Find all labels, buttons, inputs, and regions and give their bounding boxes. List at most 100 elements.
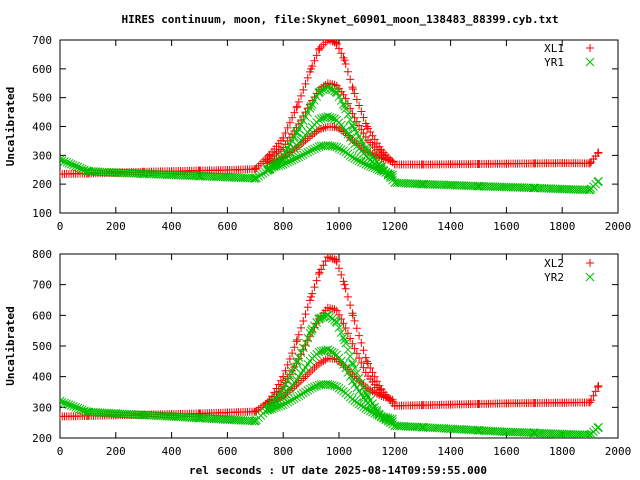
data-point: [285, 156, 295, 166]
data-point: [294, 124, 304, 134]
data-point: [69, 401, 78, 411]
data-point: [279, 134, 288, 143]
data-point: [355, 354, 364, 363]
data-point: [557, 184, 567, 194]
data-point: [335, 44, 343, 53]
data-point: [513, 183, 522, 192]
data-point: [283, 157, 293, 167]
data-point: [594, 381, 603, 390]
x-tick-label: 2000: [605, 445, 632, 458]
data-point: [294, 97, 303, 106]
data-point: [274, 402, 284, 411]
data-point: [299, 345, 308, 354]
legend-marker: [585, 57, 595, 67]
data-point: [339, 277, 348, 286]
data-point: [303, 333, 313, 343]
data-point: [307, 145, 317, 155]
data-point: [359, 346, 368, 355]
data-point: [368, 131, 377, 140]
data-point: [361, 353, 370, 362]
data-point: [564, 184, 574, 194]
data-point: [290, 108, 299, 117]
data-point: [296, 151, 306, 161]
data-point: [346, 301, 355, 310]
data-point: [510, 427, 520, 437]
data-point: [356, 378, 366, 388]
y-tick-label: 600: [32, 309, 52, 322]
data-point: [303, 303, 312, 312]
x-tick-label: 1200: [382, 220, 409, 233]
data-point: [293, 335, 302, 344]
data-point: [77, 164, 87, 174]
data-point: [250, 165, 259, 174]
data-point: [298, 150, 308, 159]
data-point: [325, 346, 335, 356]
data-point: [281, 128, 290, 137]
data-point: [564, 429, 574, 438]
data-point: [312, 51, 321, 60]
data-point: [298, 116, 308, 126]
data-point: [294, 353, 304, 363]
data-point: [506, 427, 516, 437]
data-point: [575, 185, 585, 194]
data-point: [332, 257, 341, 266]
x-tick-label: 400: [162, 220, 182, 233]
data-point: [426, 180, 435, 189]
data-point: [323, 40, 332, 44]
data-point: [388, 395, 397, 404]
x-tick-label: 600: [217, 445, 237, 458]
data-point: [348, 83, 357, 92]
data-point: [332, 142, 342, 152]
x-tick-label: 800: [273, 445, 293, 458]
data-point: [560, 184, 569, 194]
data-point: [339, 319, 348, 328]
data-point: [562, 429, 572, 438]
x-tick-label: 400: [162, 445, 182, 458]
data-point: [352, 349, 361, 358]
series-xl1: [60, 40, 603, 179]
data-point: [60, 157, 69, 166]
legend-label: XL2: [544, 257, 564, 270]
data-point: [307, 383, 317, 393]
data-point: [355, 101, 364, 110]
data-point: [350, 89, 359, 98]
data-point: [285, 371, 295, 381]
data-point: [363, 405, 373, 415]
data-point: [510, 182, 520, 192]
data-point: [337, 270, 346, 279]
data-point: [557, 429, 567, 438]
data-point: [314, 270, 323, 279]
data-point: [573, 430, 583, 438]
legend-label: YR1: [544, 56, 564, 69]
data-point: [303, 73, 312, 82]
data-point: [287, 366, 297, 376]
data-point: [297, 350, 306, 359]
data-point: [60, 155, 65, 165]
data-point: [343, 292, 352, 301]
data-point: [263, 165, 272, 175]
data-point: [301, 149, 310, 158]
data-point: [305, 67, 314, 76]
data-point: [348, 120, 357, 130]
data-point: [283, 123, 292, 132]
data-point: [488, 182, 498, 191]
data-point: [428, 180, 438, 189]
data-point: [287, 155, 297, 165]
data-point: [343, 110, 353, 119]
data-point: [73, 403, 83, 413]
data-point: [305, 104, 315, 113]
data-point: [526, 428, 536, 438]
data-point: [294, 354, 303, 363]
data-point: [441, 180, 451, 190]
data-point: [343, 67, 352, 76]
legend-label: YR2: [544, 271, 564, 284]
data-point: [283, 397, 293, 407]
data-point: [421, 179, 431, 189]
data-point: [519, 183, 529, 192]
data-point: [252, 173, 261, 183]
data-point: [435, 180, 444, 190]
data-point: [377, 166, 386, 176]
data-point: [319, 261, 328, 270]
y-tick-label: 700: [32, 34, 52, 47]
x-tick-label: 1800: [549, 445, 576, 458]
